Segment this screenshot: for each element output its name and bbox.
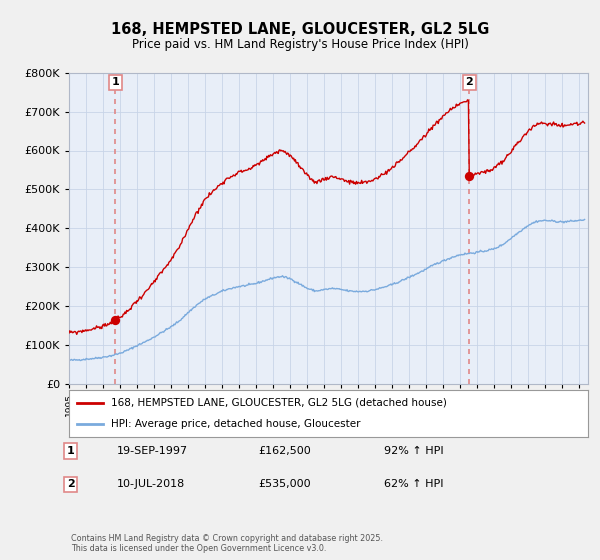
Text: 168, HEMPSTED LANE, GLOUCESTER, GL2 5LG (detached house): 168, HEMPSTED LANE, GLOUCESTER, GL2 5LG … bbox=[110, 398, 446, 408]
Text: 2: 2 bbox=[466, 77, 473, 87]
Text: 168, HEMPSTED LANE, GLOUCESTER, GL2 5LG: 168, HEMPSTED LANE, GLOUCESTER, GL2 5LG bbox=[111, 22, 489, 38]
Text: HPI: Average price, detached house, Gloucester: HPI: Average price, detached house, Glou… bbox=[110, 419, 360, 430]
Text: Contains HM Land Registry data © Crown copyright and database right 2025.
This d: Contains HM Land Registry data © Crown c… bbox=[71, 534, 383, 553]
Text: Price paid vs. HM Land Registry's House Price Index (HPI): Price paid vs. HM Land Registry's House … bbox=[131, 38, 469, 51]
Text: 1: 1 bbox=[67, 446, 74, 456]
Point bbox=[464, 171, 474, 180]
Text: 19-SEP-1997: 19-SEP-1997 bbox=[117, 446, 188, 456]
Text: 62% ↑ HPI: 62% ↑ HPI bbox=[384, 479, 443, 489]
Text: 10-JUL-2018: 10-JUL-2018 bbox=[117, 479, 185, 489]
Point bbox=[110, 316, 120, 325]
Text: 92% ↑ HPI: 92% ↑ HPI bbox=[384, 446, 443, 456]
Text: 1: 1 bbox=[112, 77, 119, 87]
Text: 2: 2 bbox=[67, 479, 74, 489]
Text: £162,500: £162,500 bbox=[258, 446, 311, 456]
Text: £535,000: £535,000 bbox=[258, 479, 311, 489]
